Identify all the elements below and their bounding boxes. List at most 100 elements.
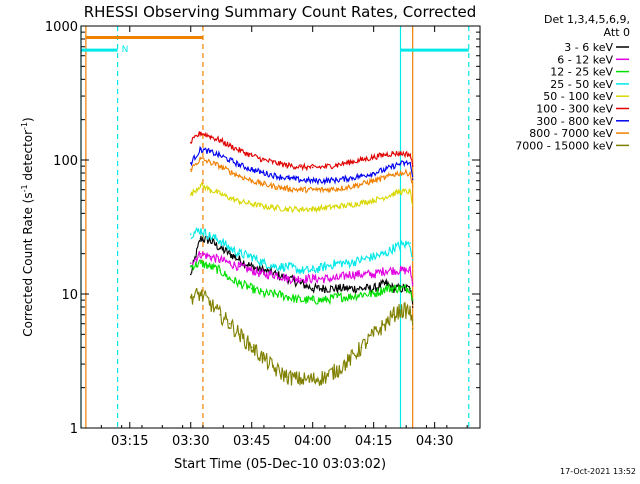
- data-point: [287, 265, 290, 268]
- data-point: [311, 277, 314, 280]
- data-point: [219, 269, 221, 272]
- data-point: [372, 333, 375, 336]
- legend-label-4: 50 - 100 keV: [543, 90, 613, 103]
- data-point: [228, 277, 231, 280]
- legend-label-7: 800 - 7000 keV: [529, 127, 613, 140]
- data-point: [411, 204, 414, 206]
- data-point: [189, 193, 192, 196]
- data-point: [411, 282, 414, 285]
- data-point: [385, 269, 387, 272]
- data-point: [372, 199, 375, 202]
- data-point: [199, 252, 202, 255]
- chart-title: RHESSI Observing Summary Count Rates, Co…: [84, 3, 477, 21]
- data-point: [189, 273, 192, 276]
- data-point: [299, 179, 302, 181]
- x-tick-label-4: 04:15: [355, 434, 392, 449]
- data-point: [228, 262, 231, 264]
- data-point: [228, 144, 231, 147]
- data-point: [411, 306, 414, 308]
- data-point: [199, 293, 202, 295]
- data-point: [199, 229, 202, 231]
- series-trace-3: [190, 226, 413, 275]
- data-point: [219, 239, 221, 242]
- data-point: [238, 149, 241, 152]
- data-point: [399, 244, 402, 247]
- data-point: [287, 208, 290, 210]
- data-point: [299, 269, 302, 272]
- data-point: [399, 309, 402, 312]
- data-point: [348, 177, 351, 180]
- data-point: [411, 185, 414, 187]
- data-point: [209, 239, 212, 242]
- data-point: [287, 177, 290, 180]
- data-point: [299, 188, 302, 191]
- series-trace-2: [190, 258, 414, 306]
- series-6: [189, 145, 414, 186]
- data-point: [336, 187, 338, 190]
- x-tick-label-5: 04:30: [416, 434, 453, 449]
- data-point: [189, 233, 192, 235]
- data-point: [299, 282, 302, 285]
- data-point: [324, 287, 326, 290]
- data-point: [209, 188, 212, 191]
- data-point: [299, 277, 302, 280]
- data-point: [336, 277, 338, 280]
- data-point: [348, 287, 351, 290]
- data-point: [360, 159, 363, 161]
- data-point: [360, 201, 363, 204]
- data-point: [219, 313, 221, 316]
- series-8: [189, 287, 414, 386]
- data-point: [275, 265, 277, 268]
- data-point: [238, 333, 241, 336]
- data-point: [263, 293, 265, 295]
- data-point: [263, 357, 265, 360]
- data-point: [324, 277, 326, 280]
- x-tick-label-0: 03:15: [111, 434, 148, 449]
- data-point: [348, 161, 351, 164]
- data-point: [372, 156, 375, 158]
- data-point: [385, 252, 387, 255]
- data-point: [360, 273, 363, 276]
- data-point: [250, 203, 253, 205]
- plot-frame: [80, 25, 481, 429]
- data-point: [372, 179, 375, 182]
- data-point: [250, 269, 253, 272]
- data-point: [275, 162, 277, 164]
- data-point: [311, 287, 314, 290]
- series-3: [189, 226, 414, 275]
- data-point: [238, 265, 241, 268]
- y-axis-label-main: Corrected Count Rate (s: [21, 192, 35, 336]
- data-point: [250, 168, 253, 171]
- data-point: [228, 197, 231, 199]
- data-point: [324, 376, 326, 378]
- data-point: [385, 176, 387, 179]
- data-point: [372, 255, 375, 258]
- data-point: [209, 235, 212, 237]
- data-point: [199, 148, 202, 151]
- data-point: [399, 269, 402, 272]
- data-point: [299, 208, 302, 210]
- y-tick-label-3: 1000: [45, 20, 78, 35]
- footer-timestamp: 17-Oct-2021 13:52: [560, 467, 636, 476]
- data-point: [399, 172, 402, 174]
- data-point: [372, 293, 375, 295]
- data-point: [409, 190, 412, 193]
- series-4: [189, 181, 414, 214]
- data-point: [409, 153, 412, 156]
- data-point: [238, 164, 241, 166]
- y-tick-label-0: 1: [70, 422, 78, 437]
- data-point: [392, 269, 394, 272]
- data-point: [238, 252, 241, 255]
- data-point: [299, 378, 302, 381]
- data-point: [209, 302, 212, 305]
- data-point: [199, 184, 202, 186]
- data-point: [199, 131, 202, 134]
- y-axis: 1 10 100 1000: [45, 20, 480, 437]
- data-point: [228, 322, 231, 325]
- data-point: [348, 296, 351, 298]
- data-point: [411, 299, 414, 301]
- x-axis-label: Start Time (05-Dec-10 03:03:02): [174, 457, 386, 472]
- series-trace-1: [190, 250, 414, 287]
- data-point: [324, 206, 326, 209]
